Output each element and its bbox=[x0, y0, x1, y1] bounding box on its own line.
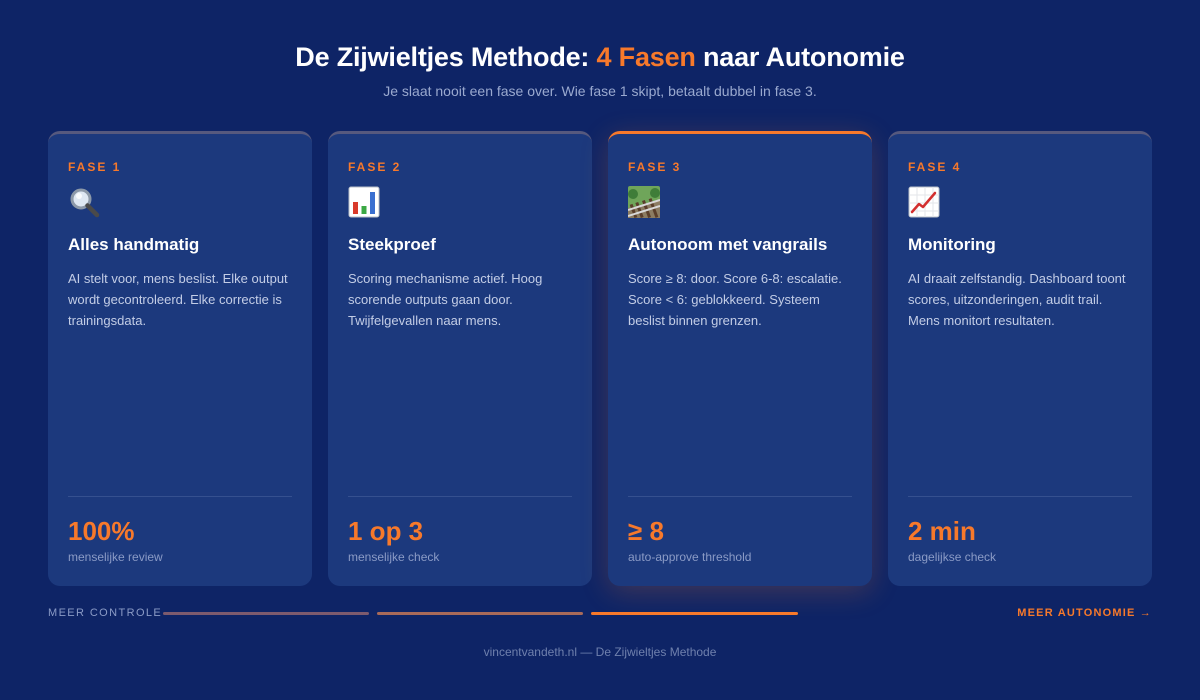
railway-track-icon bbox=[628, 186, 660, 218]
progress-segment-3 bbox=[591, 612, 798, 615]
page-title-suffix: naar Autonomie bbox=[695, 42, 905, 72]
page-title-prefix: De Zijwieltjes Methode: bbox=[295, 42, 597, 72]
phase-label: FASE 4 bbox=[908, 160, 962, 174]
phase-metric-block: 1 op 3 menselijke check bbox=[348, 496, 572, 565]
magnifying-glass-icon bbox=[70, 188, 100, 218]
bar-chart-icon bbox=[348, 186, 380, 218]
more-control-label: MEER CONTROLE bbox=[48, 607, 163, 619]
progress-segment-1 bbox=[163, 612, 369, 615]
phase-metric: 100% bbox=[68, 516, 135, 546]
phase-metric-block: 100% menselijke review bbox=[68, 496, 292, 565]
phase-card-1: FASE 1 Alles handmatig AI stelt voor, me… bbox=[48, 131, 312, 586]
phase-metric-label: auto-approve threshold bbox=[628, 550, 752, 564]
page-subtitle: Je slaat nooit een fase over. Wie fase 1… bbox=[383, 83, 817, 99]
phase-description: Score ≥ 8: door. Score 6-8: escalatie. S… bbox=[628, 271, 842, 328]
phase-card-2: FASE 2 Steekproef Scoring mechanisme act… bbox=[328, 131, 592, 586]
phase-label: FASE 2 bbox=[348, 160, 402, 174]
more-autonomy-label: MEER AUTONOMIE → bbox=[1017, 607, 1152, 619]
phase-description: Scoring mechanisme actief. Hoog scorende… bbox=[348, 271, 543, 328]
phase-cards: FASE 1 Alles handmatig AI stelt voor, me… bbox=[48, 131, 1152, 586]
phase-metric: 1 op 3 bbox=[348, 516, 424, 546]
progress-segment-2 bbox=[377, 612, 583, 615]
phase-label: FASE 1 bbox=[68, 160, 122, 174]
phase-metric-block: 2 min dagelijkse check bbox=[908, 496, 1132, 565]
phase-metric-label: dagelijkse check bbox=[908, 550, 997, 564]
header: De Zijwieltjes Methode: 4 Fasen naar Aut… bbox=[0, 40, 1200, 100]
phase-label: FASE 3 bbox=[628, 160, 682, 174]
control-autonomy-scale: MEER CONTROLE MEER AUTONOMIE → bbox=[48, 604, 1152, 624]
phase-metric-label: menselijke review bbox=[68, 550, 163, 564]
phase-card-3: FASE 3 Autonoom met vangrails Score ≥ 8:… bbox=[608, 131, 872, 586]
page-title: De Zijwieltjes Methode: 4 Fasen naar Aut… bbox=[0, 40, 1200, 74]
chart-increasing-icon bbox=[908, 186, 940, 218]
phase-title: Steekproef bbox=[348, 235, 436, 254]
phase-title: Autonoom met vangrails bbox=[628, 235, 828, 254]
phase-metric-block: ≥ 8 auto-approve threshold bbox=[628, 496, 852, 565]
phase-metric: ≥ 8 bbox=[628, 516, 664, 546]
phase-title: Alles handmatig bbox=[68, 235, 200, 254]
phase-description: AI stelt voor, mens beslist. Elke output… bbox=[68, 271, 288, 328]
footer-credit: vincentvandeth.nl — De Zijwieltjes Metho… bbox=[483, 645, 717, 659]
phase-metric: 2 min bbox=[908, 516, 976, 546]
phase-title: Monitoring bbox=[908, 235, 996, 254]
page-title-accent: 4 Fasen bbox=[596, 42, 696, 72]
phase-metric-label: menselijke check bbox=[348, 550, 440, 564]
phase-card-4: FASE 4 Monitoring AI draait zelfstandig.… bbox=[888, 131, 1152, 586]
phase-description: AI draait zelfstandig. Dashboard toont s… bbox=[908, 271, 1126, 328]
